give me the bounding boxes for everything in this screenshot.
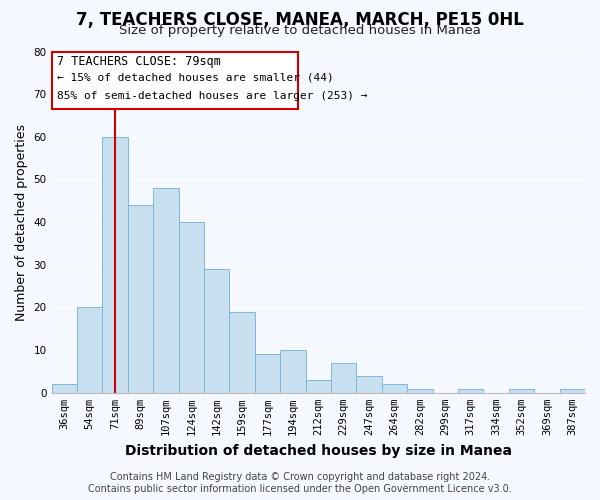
Y-axis label: Number of detached properties: Number of detached properties — [15, 124, 28, 320]
Bar — [356, 376, 382, 393]
Text: ← 15% of detached houses are smaller (44): ← 15% of detached houses are smaller (44… — [56, 73, 334, 83]
Text: 7 TEACHERS CLOSE: 79sqm: 7 TEACHERS CLOSE: 79sqm — [56, 55, 220, 68]
Bar — [103, 137, 128, 393]
Bar — [204, 269, 229, 393]
Text: 85% of semi-detached houses are larger (253) →: 85% of semi-detached houses are larger (… — [56, 91, 367, 101]
Bar — [382, 384, 407, 393]
Bar — [255, 354, 280, 393]
X-axis label: Distribution of detached houses by size in Manea: Distribution of detached houses by size … — [125, 444, 512, 458]
Bar — [153, 188, 179, 393]
Bar — [407, 388, 433, 393]
Bar — [77, 308, 103, 393]
Text: Size of property relative to detached houses in Manea: Size of property relative to detached ho… — [119, 24, 481, 37]
Bar — [331, 363, 356, 393]
FancyBboxPatch shape — [52, 52, 298, 109]
Text: 7, TEACHERS CLOSE, MANEA, MARCH, PE15 0HL: 7, TEACHERS CLOSE, MANEA, MARCH, PE15 0H… — [76, 12, 524, 30]
Text: Contains HM Land Registry data © Crown copyright and database right 2024.
Contai: Contains HM Land Registry data © Crown c… — [88, 472, 512, 494]
Bar — [458, 388, 484, 393]
Bar — [179, 222, 204, 393]
Bar — [229, 312, 255, 393]
Bar — [509, 388, 534, 393]
Bar — [52, 384, 77, 393]
Bar — [305, 380, 331, 393]
Bar — [128, 205, 153, 393]
Bar — [560, 388, 585, 393]
Bar — [280, 350, 305, 393]
